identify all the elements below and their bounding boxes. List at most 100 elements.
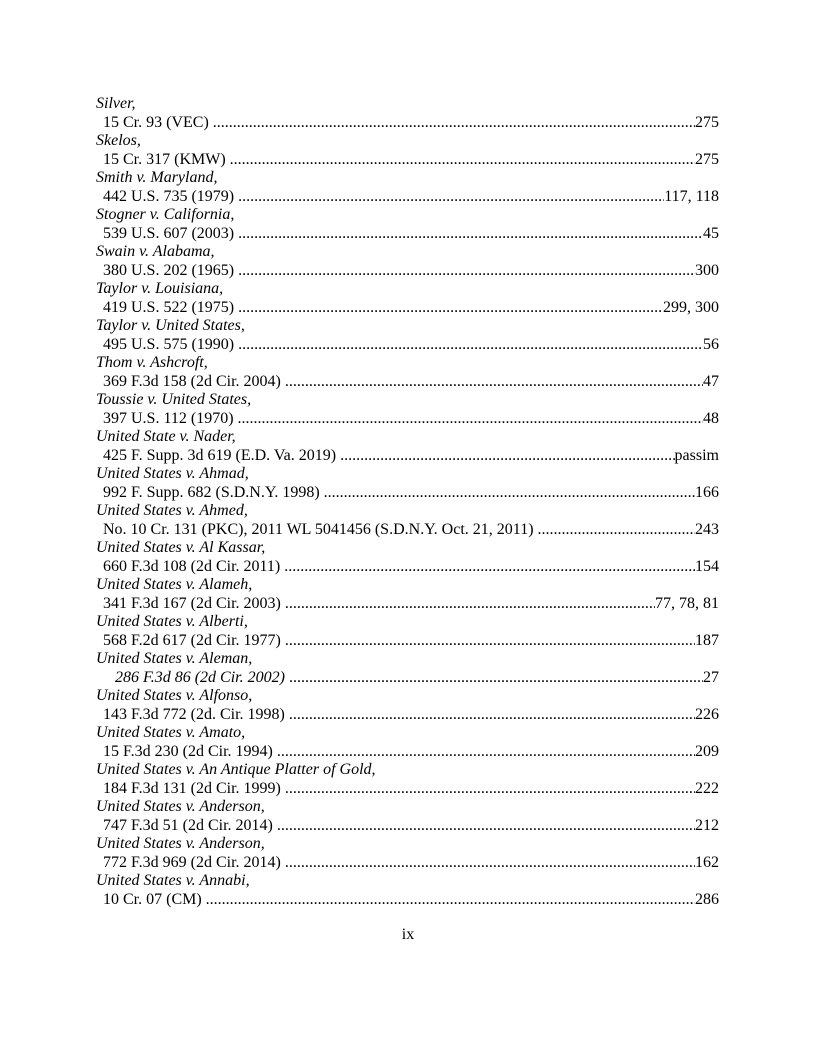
citation-line: 772 F.3d 969 (2d Cir. 2014) 162 bbox=[96, 854, 719, 873]
page-number: ix bbox=[401, 926, 415, 943]
dot-leader bbox=[289, 706, 695, 725]
dot-leader bbox=[230, 151, 695, 170]
dot-leader bbox=[213, 114, 695, 133]
page-reference: 77, 78, 81 bbox=[655, 594, 719, 612]
toa-entry: United States v. Aleman, 286 F.3d 86 (2d… bbox=[96, 650, 719, 687]
case-name: Thom v. Ashcroft, bbox=[96, 354, 208, 371]
case-name: United States v. Anderson, bbox=[96, 798, 265, 815]
citation-text: 143 F.3d 772 (2d. Cir. 1998) bbox=[103, 705, 285, 723]
page-reference: passim bbox=[674, 446, 719, 464]
dot-leader bbox=[289, 669, 703, 688]
citation-line: 539 U.S. 607 (2003) 45 bbox=[96, 225, 719, 244]
citation-text: 10 Cr. 07 (CM) bbox=[103, 890, 202, 908]
toa-entry: United States v. An Antique Platter of G… bbox=[96, 761, 719, 798]
citation-text: 286 F.3d 86 (2d Cir. 2002) bbox=[115, 668, 285, 686]
case-name: Toussie v. United States, bbox=[96, 391, 252, 408]
citation-line: 143 F.3d 772 (2d. Cir. 1998) 226 bbox=[96, 706, 719, 725]
citation-text: 992 F. Supp. 682 (S.D.N.Y. 1998) bbox=[103, 483, 320, 501]
citation-line: 397 U.S. 112 (1970) 48 bbox=[96, 410, 719, 429]
citation-line: 10 Cr. 07 (CM) 286 bbox=[96, 891, 719, 910]
dot-leader bbox=[340, 447, 674, 466]
citation-line: 184 F.3d 131 (2d Cir. 1999) 222 bbox=[96, 780, 719, 799]
toa-entry: Taylor v. United States, 495 U.S. 575 (1… bbox=[96, 317, 719, 354]
page-reference: 275 bbox=[695, 113, 719, 131]
citation-text: 15 Cr. 317 (KMW) bbox=[103, 150, 226, 168]
dot-leader bbox=[238, 225, 703, 244]
toa-entry: United States v. Al Kassar, 660 F.3d 108… bbox=[96, 539, 719, 576]
case-name: Smith v. Maryland, bbox=[96, 169, 218, 186]
citation-line: 747 F.3d 51 (2d Cir. 2014) 212 bbox=[96, 817, 719, 836]
case-name: Taylor v. Louisiana, bbox=[96, 280, 224, 297]
dot-leader bbox=[285, 595, 655, 614]
page-reference: 27 bbox=[703, 668, 719, 686]
page-reference: 154 bbox=[695, 557, 719, 575]
citation-text: 772 F.3d 969 (2d Cir. 2014) bbox=[103, 853, 281, 871]
toa-entry: United States v. Alberti, 568 F.2d 617 (… bbox=[96, 613, 719, 650]
citation-text: 419 U.S. 522 (1975) bbox=[103, 298, 235, 316]
page-reference: 275 bbox=[695, 150, 719, 168]
page-reference: 45 bbox=[703, 224, 719, 242]
case-name: United States v. An Antique Platter of G… bbox=[96, 761, 376, 778]
toa-entry: Thom v. Ashcroft, 369 F.3d 158 (2d Cir. … bbox=[96, 354, 719, 391]
citation-text: 568 F.2d 617 (2d Cir. 1977) bbox=[103, 631, 281, 649]
case-name: United States v. Al Kassar, bbox=[96, 539, 266, 556]
toa-entry: United States v. Amato, 15 F.3d 230 (2d … bbox=[96, 724, 719, 761]
citation-text: 15 F.3d 230 (2d Cir. 1994) bbox=[103, 742, 273, 760]
case-name: Stogner v. California, bbox=[96, 206, 235, 223]
page-reference: 212 bbox=[695, 816, 719, 834]
toa-entry: Taylor v. Louisiana, 419 U.S. 522 (1975)… bbox=[96, 280, 719, 317]
dot-leader bbox=[206, 891, 695, 910]
toa-entry: United States v. Annabi, 10 Cr. 07 (CM) … bbox=[96, 872, 719, 909]
toa-entry: Toussie v. United States, 397 U.S. 112 (… bbox=[96, 391, 719, 428]
case-name: Taylor v. United States, bbox=[96, 317, 245, 334]
page-reference: 300 bbox=[695, 261, 719, 279]
page-reference: 286 bbox=[695, 890, 719, 908]
page-reference: 56 bbox=[703, 335, 719, 353]
page-reference: 117, 118 bbox=[664, 187, 719, 205]
citation-line: 660 F.3d 108 (2d Cir. 2011) 154 bbox=[96, 558, 719, 577]
toa-entry: Silver, 15 Cr. 93 (VEC) 275 bbox=[96, 95, 719, 132]
toa-entry: United States v. Ahmed, No. 10 Cr. 131 (… bbox=[96, 502, 719, 539]
dot-leader bbox=[285, 854, 695, 873]
case-name: Swain v. Alabama, bbox=[96, 243, 215, 260]
citation-text: 425 F. Supp. 3d 619 (E.D. Va. 2019) bbox=[103, 446, 337, 464]
toa-entry: United States v. Ahmad, 992 F. Supp. 682… bbox=[96, 465, 719, 502]
citation-line: 495 U.S. 575 (1990) 56 bbox=[96, 336, 719, 355]
citation-line: 568 F.2d 617 (2d Cir. 1977) 187 bbox=[96, 632, 719, 651]
toa-entry: Stogner v. California, 539 U.S. 607 (200… bbox=[96, 206, 719, 243]
dot-leader bbox=[238, 299, 663, 318]
citation-text: 15 Cr. 93 (VEC) bbox=[103, 113, 209, 131]
toa-entry: United States v. Anderson, 772 F.3d 969 … bbox=[96, 835, 719, 872]
citation-text: 442 U.S. 735 (1979) bbox=[103, 187, 235, 205]
page-reference: 222 bbox=[695, 779, 719, 797]
case-name: United State v. Nader, bbox=[96, 428, 236, 445]
citation-text: No. 10 Cr. 131 (PKC), 2011 WL 5041456 (S… bbox=[103, 520, 534, 538]
citation-text: 341 F.3d 167 (2d Cir. 2003) bbox=[103, 594, 281, 612]
case-name: United States v. Anderson, bbox=[96, 835, 265, 852]
page-reference: 166 bbox=[695, 483, 719, 501]
citation-line: 380 U.S. 202 (1965) 300 bbox=[96, 262, 719, 281]
dot-leader bbox=[238, 188, 664, 207]
toa-entry: United State v. Nader, 425 F. Supp. 3d 6… bbox=[96, 428, 719, 465]
case-name: United States v. Alberti, bbox=[96, 613, 248, 630]
citation-text: 660 F.3d 108 (2d Cir. 2011) bbox=[103, 557, 281, 575]
case-name: United States v. Ahmad, bbox=[96, 465, 249, 482]
case-name: United States v. Alameh, bbox=[96, 576, 253, 593]
table-of-authorities: Silver, 15 Cr. 93 (VEC) 275 Skelos, 15 C… bbox=[96, 95, 719, 909]
dot-leader bbox=[285, 632, 695, 651]
citation-line: 425 F. Supp. 3d 619 (E.D. Va. 2019) pass… bbox=[96, 447, 719, 466]
citation-line: 419 U.S. 522 (1975) 299, 300 bbox=[96, 299, 719, 318]
dot-leader bbox=[285, 373, 703, 392]
citation-text: 380 U.S. 202 (1965) bbox=[103, 261, 235, 279]
citation-line: 15 F.3d 230 (2d Cir. 1994) 209 bbox=[96, 743, 719, 762]
toa-entry: United States v. Anderson, 747 F.3d 51 (… bbox=[96, 798, 719, 835]
citation-line: No. 10 Cr. 131 (PKC), 2011 WL 5041456 (S… bbox=[96, 521, 719, 540]
case-name: Skelos, bbox=[96, 132, 141, 149]
citation-line: 341 F.3d 167 (2d Cir. 2003) 77, 78, 81 bbox=[96, 595, 719, 614]
citation-text: 539 U.S. 607 (2003) bbox=[103, 224, 235, 242]
toa-entry: United States v. Alfonso, 143 F.3d 772 (… bbox=[96, 687, 719, 724]
citation-line: 15 Cr. 317 (KMW) 275 bbox=[96, 151, 719, 170]
dot-leader bbox=[284, 558, 695, 577]
page-reference: 299, 300 bbox=[663, 298, 719, 316]
page-reference: 47 bbox=[703, 372, 719, 390]
